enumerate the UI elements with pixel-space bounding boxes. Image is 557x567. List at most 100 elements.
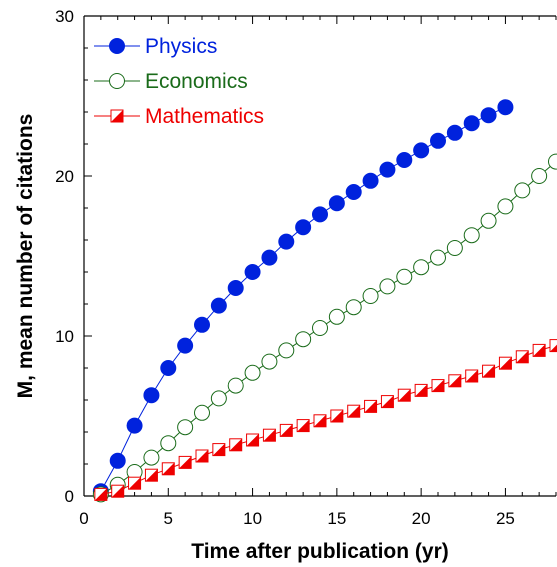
mathematics-point-fill — [229, 438, 242, 451]
physics-point — [463, 115, 480, 132]
legend-marker-physics — [109, 38, 125, 54]
x-tick-label: 20 — [412, 509, 431, 528]
legend-marker-mathematics-fill — [111, 110, 123, 122]
legend-label-physics: Physics — [145, 35, 217, 58]
mathematics-point — [111, 484, 125, 498]
mathematics-point — [397, 388, 411, 402]
economics-point — [210, 390, 227, 407]
physics-point — [210, 297, 227, 314]
x-tick-label: 0 — [79, 509, 88, 528]
mathematics-point-fill — [162, 462, 175, 475]
mathematics-point — [482, 364, 496, 378]
mathematics-point — [515, 350, 529, 364]
series-physics — [92, 99, 514, 500]
mathematics-point — [380, 395, 394, 409]
economics-point — [261, 353, 278, 370]
mathematics-point — [296, 419, 310, 433]
economics-point — [514, 182, 531, 199]
mathematics-point — [128, 476, 142, 490]
y-tick-label: 30 — [55, 7, 74, 26]
mathematics-point — [448, 374, 462, 388]
mathematics-point-fill — [94, 488, 107, 501]
economics-point — [446, 240, 463, 256]
economics-point — [227, 377, 244, 394]
mathematics-point-fill — [314, 414, 326, 427]
x-tick-label: 25 — [496, 509, 515, 528]
mathematics-point — [262, 428, 276, 442]
mathematics-point — [161, 462, 175, 476]
mathematics-point — [414, 383, 428, 397]
mathematics-point-fill — [145, 469, 158, 482]
economics-point — [379, 278, 396, 295]
economics-point — [345, 299, 362, 316]
mathematics-point-fill — [111, 485, 124, 498]
economics-point — [497, 198, 514, 215]
mathematics-point — [94, 487, 108, 501]
economics-point — [312, 320, 328, 336]
physics-point — [143, 387, 160, 404]
mathematics-point — [532, 343, 546, 357]
mathematics-point — [178, 455, 192, 469]
physics-point — [227, 280, 244, 296]
mathematics-point-fill — [347, 405, 360, 418]
mathematics-point-fill — [482, 365, 495, 378]
physics-point — [278, 233, 295, 250]
mathematics-point-fill — [212, 443, 225, 456]
mathematics-point-fill — [280, 424, 293, 437]
physics-point — [194, 316, 210, 333]
physics-point — [126, 417, 143, 434]
mathematics-point-fill — [465, 370, 478, 382]
legend-item-mathematics: Mathematics — [94, 105, 264, 128]
physics-point — [295, 219, 312, 236]
physics-point — [261, 249, 278, 266]
y-axis-title: M, mean number of citations — [14, 114, 37, 399]
mathematics-point — [364, 399, 378, 413]
y-tick-label: 0 — [65, 487, 74, 506]
x-tick-label: 15 — [327, 509, 346, 528]
physics-line — [100, 106, 506, 492]
mathematics-point — [347, 404, 361, 418]
mathematics-point-fill — [330, 410, 343, 422]
economics-point — [362, 288, 379, 304]
mathematics-point — [431, 379, 445, 393]
physics-point — [328, 195, 345, 212]
mathematics-point — [144, 468, 158, 482]
mathematics-point — [195, 449, 209, 463]
legend-marker-mathematics — [110, 109, 124, 123]
legend-item-physics: Physics — [94, 35, 217, 58]
physics-point — [345, 184, 362, 200]
mathematics-point-fill — [128, 477, 141, 490]
series-economics — [92, 153, 557, 503]
economics-point — [480, 212, 497, 229]
physics-point — [480, 107, 497, 124]
physics-point — [497, 99, 514, 116]
legend-item-economics: Economics — [94, 70, 248, 93]
economics-point — [278, 342, 295, 359]
physics-point — [430, 132, 446, 149]
mathematics-point — [313, 414, 327, 428]
x-tick-label: 10 — [243, 509, 262, 528]
mathematics-point-fill — [432, 379, 444, 392]
mathematics-point-fill — [448, 374, 461, 387]
physics-point — [312, 206, 328, 223]
physics-point — [413, 142, 430, 159]
mathematics-point-fill — [246, 434, 259, 446]
economics-point — [143, 449, 160, 466]
series-mathematics — [94, 339, 557, 501]
physics-point — [244, 264, 261, 280]
economics-point — [194, 404, 210, 421]
mathematics-point-fill — [179, 456, 192, 469]
physics-point — [362, 172, 379, 189]
mathematics-point — [212, 443, 226, 457]
y-tick-label: 10 — [55, 327, 74, 346]
physics-point — [160, 360, 177, 376]
physics-point — [379, 161, 396, 178]
mathematics-point — [465, 369, 479, 383]
mathematics-point-fill — [196, 450, 208, 462]
legend-label-mathematics: Mathematics — [145, 105, 264, 128]
mathematics-point-fill — [499, 357, 512, 370]
mathematics-line — [100, 345, 557, 495]
economics-point — [244, 364, 261, 381]
